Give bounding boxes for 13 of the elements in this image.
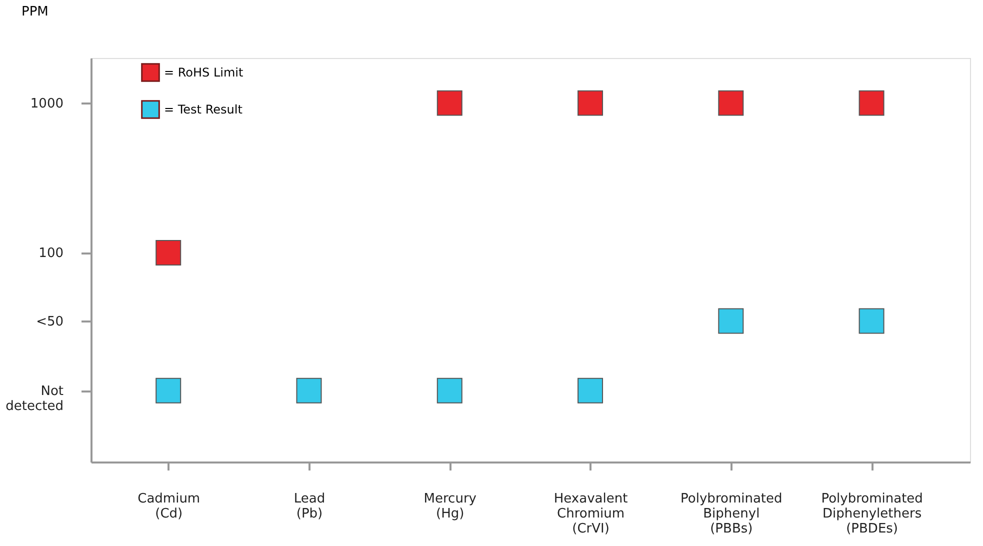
x-tick-label: Cadmium (Cd) (138, 492, 200, 522)
x-tick-label: Mercury (Hg) (424, 492, 477, 522)
y-axis-title: PPM (22, 4, 48, 20)
y-tick-label: 100 (38, 246, 64, 262)
y-tick-label: 1000 (30, 96, 64, 112)
x-tick-label: Polybrominated Biphenyl (PBBs) (680, 492, 782, 536)
y-tick-label: <50 (36, 314, 64, 330)
x-tick-label: Polybrominated Diphenylethers (PBDEs) (821, 492, 923, 536)
y-tick-label: Not detected (6, 384, 64, 414)
x-tick-label: Lead (Pb) (294, 492, 326, 522)
x-tick-label: Hexavalent Chromium (CrVI) (554, 492, 628, 536)
legend-label: = Test Result (164, 102, 243, 116)
legend-label: = RoHS Limit (164, 66, 244, 80)
